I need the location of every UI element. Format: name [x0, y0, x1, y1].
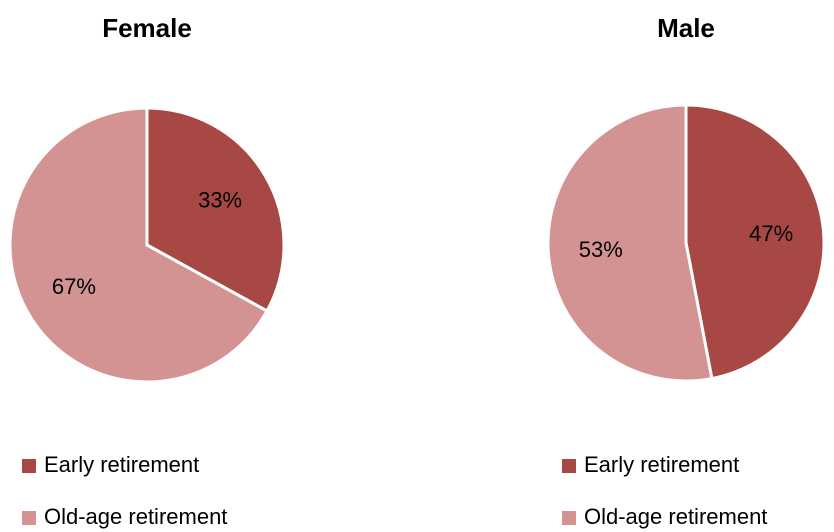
- data-label: 47%: [749, 221, 793, 246]
- data-label: 33%: [198, 188, 242, 213]
- pie-slice: [684, 103, 826, 381]
- pie-slice: [145, 106, 286, 314]
- legend-label: Old-age retirement: [584, 504, 767, 529]
- legend-label: Early retirement: [44, 452, 199, 477]
- pie-slice: [546, 103, 714, 383]
- data-label: 53%: [579, 237, 623, 262]
- legend-swatch: [562, 459, 576, 473]
- pie-slice: [8, 106, 270, 384]
- legend-swatch: [22, 459, 36, 473]
- legend-swatch: [22, 511, 36, 525]
- legend-label: Old-age retirement: [44, 504, 227, 529]
- data-label: 67%: [52, 274, 96, 299]
- chart-title: Female: [102, 13, 192, 43]
- chart-title: Male: [657, 13, 715, 43]
- legend-swatch: [562, 511, 576, 525]
- legend-label: Early retirement: [584, 452, 739, 477]
